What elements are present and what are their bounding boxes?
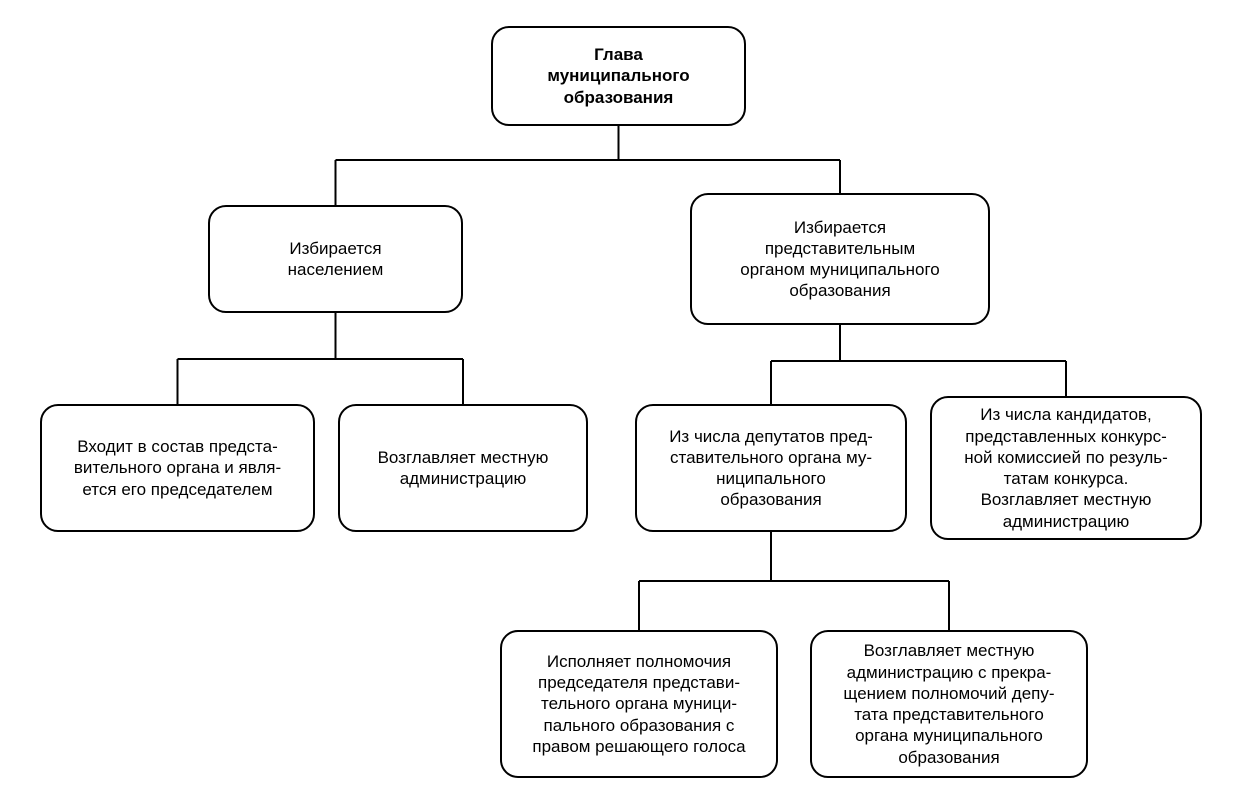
node-root: Глава муниципального образования [491,26,746,126]
node-r1: Из числа депутатов пред- ставительного о… [635,404,907,532]
node-r1a: Исполняет полномочия председателя предст… [500,630,778,778]
diagram-canvas: Глава муниципального образования Избирает… [0,0,1245,806]
node-right: Избирается представительным органом муни… [690,193,990,325]
node-r2: Из числа кандидатов, представленных конк… [930,396,1202,540]
node-l2: Возглавляет местную администрацию [338,404,588,532]
node-r1b: Возглавляет местную администрацию с прек… [810,630,1088,778]
node-left: Избирается населением [208,205,463,313]
node-l1: Входит в состав предста- вительного орга… [40,404,315,532]
